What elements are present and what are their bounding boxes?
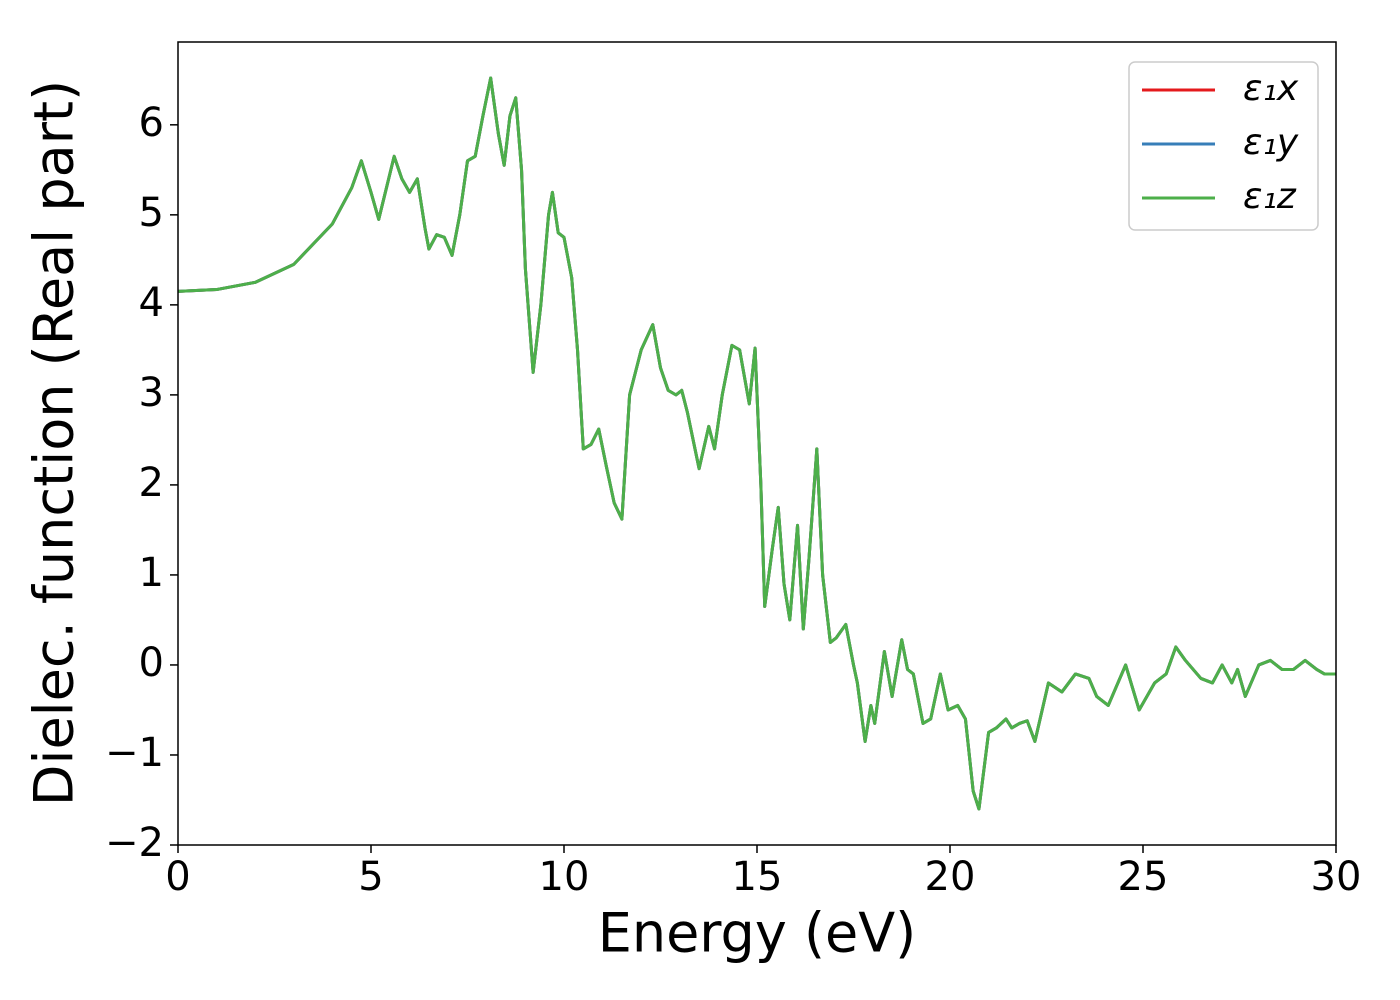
- y-tick-label: 3: [139, 370, 164, 416]
- legend-label: ε₁y: [1243, 122, 1299, 163]
- plot-lines: [178, 76, 1336, 811]
- legend-label: ε₁z: [1243, 176, 1297, 217]
- x-tick-label: 15: [732, 854, 783, 900]
- legend-box: [1128, 61, 1319, 231]
- legend-label: ε₁x: [1243, 68, 1299, 109]
- y-tick-label: 4: [139, 280, 164, 326]
- x-tick-label: 0: [165, 854, 190, 900]
- y-tick-label: −2: [105, 820, 164, 866]
- x-tick-label: 25: [1118, 854, 1169, 900]
- y-tick-label: 5: [139, 190, 164, 236]
- x-tick-label: 10: [539, 854, 590, 900]
- x-axis-label: Energy (eV): [598, 902, 917, 965]
- y-axis-label: Dielec. function (Real part): [23, 80, 86, 806]
- x-tick-label: 5: [358, 854, 383, 900]
- x-tick-label: 20: [925, 854, 976, 900]
- plot-frame: [177, 41, 1337, 846]
- x-tick-label: 30: [1311, 854, 1362, 900]
- y-tick-label: 2: [139, 460, 164, 506]
- y-tick-label: −1: [105, 730, 164, 776]
- y-tick-label: 1: [139, 550, 164, 596]
- y-tick-label: 0: [139, 640, 164, 686]
- data-line: [178, 76, 1336, 811]
- y-tick-label: 6: [139, 100, 164, 146]
